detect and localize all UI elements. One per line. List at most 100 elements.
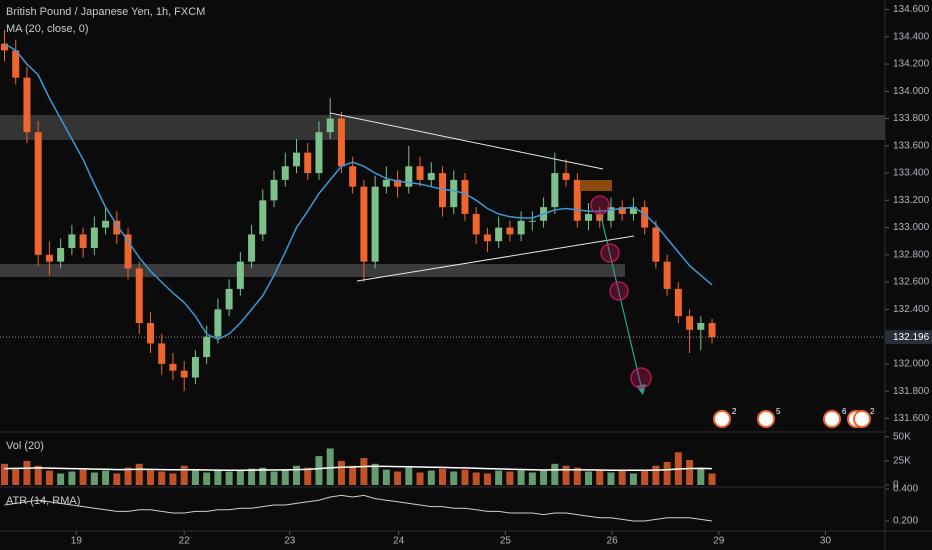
volume-bar xyxy=(135,463,143,485)
circles xyxy=(590,195,652,389)
volume-bar xyxy=(292,465,300,485)
y-tick-label: 133.400 xyxy=(893,168,930,179)
volume-bar xyxy=(102,470,110,485)
volume-bar xyxy=(68,471,76,485)
candle-body xyxy=(506,227,514,235)
volume-bar xyxy=(641,470,649,485)
volume-bar xyxy=(461,469,469,485)
volume-bar xyxy=(439,468,446,485)
volume-bar xyxy=(573,467,581,485)
candle-body xyxy=(180,370,188,378)
ma-legend: MA (20, close, 0) xyxy=(6,23,89,35)
volume-bar xyxy=(304,467,312,485)
x-tick-label: 29 xyxy=(713,536,725,547)
volume-bar xyxy=(528,472,536,485)
event-badge xyxy=(757,410,775,428)
volume-bar xyxy=(113,473,121,485)
y-tick-label: 131.600 xyxy=(893,413,930,424)
candle-body xyxy=(483,234,491,242)
candle-body xyxy=(68,234,76,249)
volume-bar xyxy=(472,472,480,485)
volume-bar xyxy=(180,465,188,485)
candle-body xyxy=(472,213,480,235)
candle-body xyxy=(304,152,312,174)
y-tick-label: 134.400 xyxy=(893,31,930,42)
volume-bar xyxy=(551,463,559,485)
arrow-head xyxy=(636,384,646,395)
candle-body xyxy=(225,288,233,310)
volume-bar xyxy=(0,463,8,485)
circle xyxy=(630,367,652,389)
atr-title: ATR (14, RMA) xyxy=(6,495,80,507)
volume-bar xyxy=(517,469,525,485)
volume-bar xyxy=(495,470,503,485)
volume-ma xyxy=(4,465,713,472)
candle-body xyxy=(315,132,323,174)
volume-bar xyxy=(236,470,244,485)
y-tick-label: 132.400 xyxy=(893,304,930,315)
candle-body xyxy=(495,227,503,242)
last-price-label: 132.196 xyxy=(893,332,930,343)
candle-body xyxy=(360,186,368,262)
candle-body xyxy=(79,234,87,249)
volume-bar xyxy=(90,472,98,485)
candle-body xyxy=(203,336,211,358)
candle-body xyxy=(596,213,604,221)
volume-bar xyxy=(203,472,211,485)
candle-body xyxy=(708,322,716,338)
candle-body xyxy=(191,357,199,378)
volume-bar xyxy=(607,472,615,485)
volume-bar xyxy=(416,472,424,485)
candle-body xyxy=(12,50,20,78)
volume-bar xyxy=(540,470,548,485)
volume-bar xyxy=(349,465,357,485)
candle-body xyxy=(169,363,177,371)
volume-bar xyxy=(382,469,390,485)
candle-body xyxy=(23,77,31,133)
candle-body xyxy=(135,268,143,323)
y-tick-label: 132.600 xyxy=(893,277,930,288)
volume-bar xyxy=(248,468,256,485)
candle-body xyxy=(34,132,42,255)
volume-bar xyxy=(225,471,233,485)
volume-bar xyxy=(146,469,154,485)
candle-body xyxy=(57,248,65,262)
volume-bar xyxy=(191,470,199,485)
y-tick-label: 25K xyxy=(893,456,911,467)
volume-bar xyxy=(34,465,42,485)
volume-bar xyxy=(562,465,570,485)
candle-body xyxy=(517,220,525,235)
volume-bar xyxy=(23,460,31,485)
candle-body xyxy=(90,227,98,249)
volume-bar xyxy=(394,471,402,485)
candle-body xyxy=(562,173,570,180)
volume-bar xyxy=(259,467,267,485)
volume-bar xyxy=(629,473,637,485)
y-tick-label: 133.000 xyxy=(893,222,930,233)
circle xyxy=(590,195,610,215)
last-price-tag xyxy=(885,330,932,345)
candle-body xyxy=(326,118,334,133)
trendline-lower xyxy=(356,235,635,282)
y-tick-label: 134.200 xyxy=(893,59,930,70)
volume-bar xyxy=(427,470,435,485)
candle-body xyxy=(551,173,559,208)
y-tick-label: 0.200 xyxy=(893,516,918,527)
candle-body xyxy=(248,234,256,262)
event-badge xyxy=(853,410,871,428)
volume-bar xyxy=(315,456,323,485)
volume-bar xyxy=(585,471,593,485)
volume-bar xyxy=(483,473,491,485)
volume-bar xyxy=(708,473,716,485)
event-badges: 2 5 6 2 xyxy=(713,407,875,428)
volume-bar xyxy=(124,467,132,485)
event-badge xyxy=(823,410,841,428)
volume-bar xyxy=(371,463,379,485)
candle-body xyxy=(146,322,154,344)
candle-body xyxy=(585,213,593,221)
volume-bar xyxy=(686,459,694,485)
event-count: 6 xyxy=(842,407,847,416)
circle xyxy=(600,243,620,263)
candle-body xyxy=(124,234,132,269)
volume-title: Vol (20) xyxy=(6,440,44,452)
